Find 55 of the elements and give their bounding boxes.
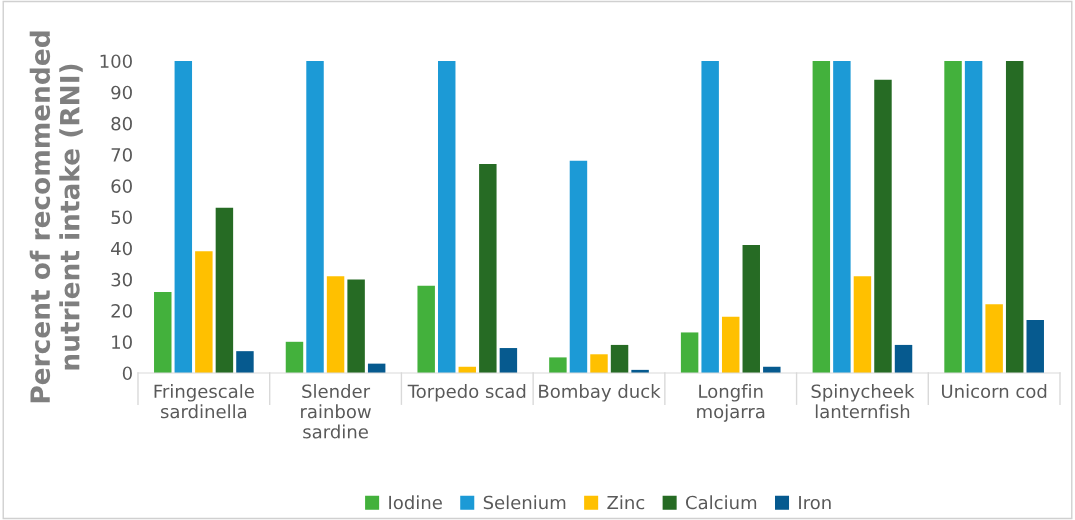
bar <box>944 61 962 373</box>
legend-label: Selenium <box>483 495 566 510</box>
bar <box>1005 61 1024 373</box>
bar <box>894 344 913 373</box>
y-tick-label: 80 <box>111 116 132 131</box>
y-tick-label: 90 <box>111 85 132 100</box>
bar <box>721 316 740 373</box>
y-axis-title: Percent of recommended nutrient intake (RNI) <box>29 31 83 403</box>
bar <box>853 276 872 373</box>
legend-label: Iron <box>799 495 831 510</box>
x-tick-label: Torpedo scad <box>407 384 526 402</box>
bar <box>285 341 304 373</box>
y-tick-label: 20 <box>111 304 132 318</box>
y-tick-label: 10 <box>112 335 132 349</box>
bar <box>326 276 345 373</box>
bar <box>499 348 518 373</box>
x-tick-label: Slender rainbow sardine <box>301 384 371 439</box>
legend-label: Zinc <box>607 495 645 510</box>
y-tick-label: 60 <box>111 179 132 193</box>
x-tick-label: Bombay duck <box>539 384 661 402</box>
bar <box>680 332 699 373</box>
y-tick-label: 0 <box>122 366 132 381</box>
bar <box>833 61 851 373</box>
bar <box>438 61 456 373</box>
x-tick-label: Longfin mojarra <box>697 384 765 422</box>
legend-label: Iodine <box>389 495 442 510</box>
bar <box>569 160 588 373</box>
bar <box>742 245 760 373</box>
bar <box>236 351 254 373</box>
bar <box>812 61 831 373</box>
bar <box>1026 319 1044 373</box>
y-tick-label: 50 <box>111 210 132 225</box>
bar <box>964 61 983 373</box>
x-tick-label: Unicorn cod <box>942 384 1047 399</box>
bar <box>985 304 1003 373</box>
x-tick-label: Spinycheek lanternfish <box>811 384 915 419</box>
bar <box>347 279 365 373</box>
bar <box>195 251 213 373</box>
bar <box>215 207 234 373</box>
bar <box>154 291 172 373</box>
bar <box>701 61 719 373</box>
y-tick-label: 40 <box>111 241 132 256</box>
bar <box>874 79 892 373</box>
bar <box>610 344 629 373</box>
y-tick-label: 70 <box>111 148 132 162</box>
x-tick-label: Fringescale sardinella <box>154 384 254 419</box>
bar <box>417 285 435 373</box>
y-tick-label: 100 <box>100 54 132 69</box>
bar <box>590 354 608 373</box>
y-tick-label: 30 <box>111 272 132 287</box>
bar <box>549 357 567 373</box>
legend-label: Calcium <box>685 495 757 510</box>
bar <box>174 61 193 373</box>
bar <box>306 61 324 373</box>
bar <box>479 163 497 373</box>
